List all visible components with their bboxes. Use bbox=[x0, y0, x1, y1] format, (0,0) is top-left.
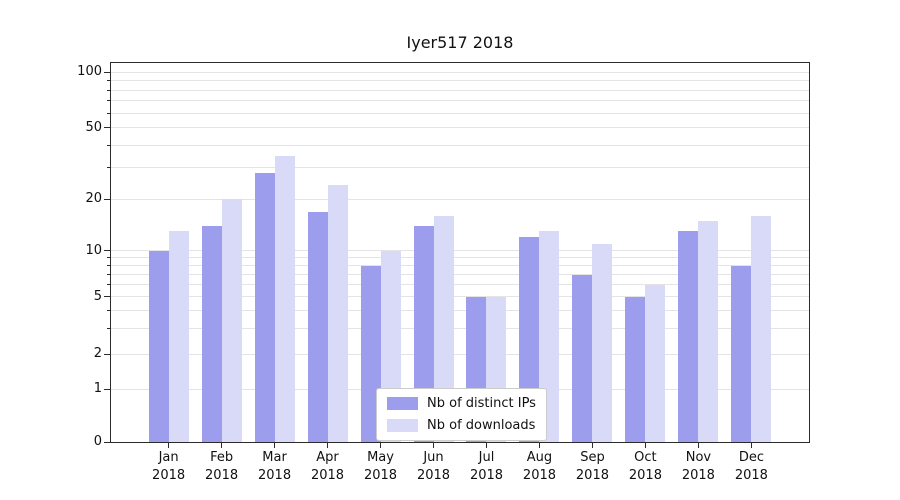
y-tick-2 bbox=[104, 353, 110, 355]
y-tick-0 bbox=[104, 441, 110, 443]
x-tick-nov-2018 bbox=[697, 443, 699, 448]
y-tick-1 bbox=[104, 388, 110, 390]
x-tick-label-apr-2018: Apr 2018 bbox=[310, 450, 345, 483]
bar-nb-of-distinct-ips-apr-2018 bbox=[307, 211, 328, 442]
bar-nb-of-distinct-ips-jan-2018 bbox=[148, 250, 169, 442]
y-minor-tick-90 bbox=[107, 80, 110, 82]
y-minor-tick-60 bbox=[107, 112, 110, 114]
gridline-20 bbox=[111, 198, 809, 200]
gridline-7 bbox=[111, 274, 809, 276]
x-tick-label-feb-2018: Feb 2018 bbox=[205, 450, 239, 483]
y-minor-tick-9 bbox=[107, 257, 110, 259]
y-tick-label-5: 5 bbox=[93, 288, 102, 304]
y-minor-tick-30 bbox=[107, 167, 110, 169]
gridline-50 bbox=[111, 127, 809, 129]
bar-nb-of-distinct-ips-feb-2018 bbox=[201, 225, 222, 442]
legend-item-downloads: Nb of downloads bbox=[387, 418, 536, 433]
x-tick-mar-2018 bbox=[274, 443, 276, 448]
x-tick-dec-2018 bbox=[750, 443, 752, 448]
y-minor-tick-8 bbox=[107, 265, 110, 267]
y-minor-tick-80 bbox=[107, 89, 110, 91]
bar-nb-of-downloads-sep-2018 bbox=[592, 243, 613, 442]
x-tick-jul-2018 bbox=[485, 443, 487, 448]
x-tick-feb-2018 bbox=[221, 443, 223, 448]
gridline-3 bbox=[111, 328, 809, 330]
x-tick-label-jan-2018: Jan 2018 bbox=[152, 450, 186, 483]
bar-nb-of-downloads-oct-2018 bbox=[645, 284, 666, 442]
y-tick-100 bbox=[104, 71, 110, 73]
x-tick-label-aug-2018: Aug 2018 bbox=[522, 450, 557, 483]
y-tick-10 bbox=[104, 250, 110, 252]
y-tick-label-100: 100 bbox=[77, 64, 102, 80]
y-minor-tick-6 bbox=[107, 284, 110, 286]
gridline-80 bbox=[111, 89, 809, 91]
y-minor-tick-4 bbox=[107, 310, 110, 312]
y-tick-20 bbox=[104, 198, 110, 200]
gridline-9 bbox=[111, 257, 809, 259]
bar-nb-of-downloads-jun-2018 bbox=[433, 216, 454, 442]
legend-swatch-downloads bbox=[387, 419, 418, 432]
bar-nb-of-downloads-dec-2018 bbox=[751, 216, 772, 442]
bar-nb-of-downloads-nov-2018 bbox=[698, 220, 719, 442]
gridline-8 bbox=[111, 265, 809, 267]
gridline-90 bbox=[111, 80, 809, 82]
chart-title: Iyer517 2018 bbox=[406, 33, 514, 52]
x-tick-label-jul-2018: Jul 2018 bbox=[469, 450, 504, 483]
x-tick-oct-2018 bbox=[644, 443, 646, 448]
bar-nb-of-distinct-ips-dec-2018 bbox=[731, 265, 752, 442]
y-minor-tick-70 bbox=[107, 100, 110, 102]
y-tick-5 bbox=[104, 296, 110, 298]
y-tick-label-2: 2 bbox=[93, 346, 102, 362]
y-tick-label-10: 10 bbox=[85, 242, 102, 258]
gridline-100 bbox=[111, 71, 809, 73]
y-minor-tick-7 bbox=[107, 274, 110, 276]
legend-label-distinct-ips: Nb of distinct IPs bbox=[427, 396, 536, 411]
bar-nb-of-downloads-feb-2018 bbox=[221, 199, 242, 442]
x-tick-jun-2018 bbox=[433, 443, 434, 448]
gridline-60 bbox=[111, 112, 809, 114]
x-tick-label-dec-2018: Dec 2018 bbox=[734, 450, 768, 483]
bar-nb-of-distinct-ips-jun-2018 bbox=[413, 225, 434, 442]
gridline-2 bbox=[111, 353, 809, 355]
x-tick-label-oct-2018: Oct 2018 bbox=[628, 450, 662, 483]
gridline-5 bbox=[111, 296, 809, 298]
bar-nb-of-downloads-mar-2018 bbox=[274, 155, 295, 442]
bar-nb-of-distinct-ips-oct-2018 bbox=[625, 296, 646, 442]
x-tick-label-may-2018: May 2018 bbox=[363, 450, 398, 483]
x-tick-label-nov-2018: Nov 2018 bbox=[681, 450, 715, 483]
x-tick-aug-2018 bbox=[538, 443, 540, 448]
y-minor-tick-3 bbox=[107, 328, 110, 330]
bar-nb-of-distinct-ips-may-2018 bbox=[360, 265, 381, 442]
y-tick-label-50: 50 bbox=[85, 119, 102, 135]
x-tick-label-jun-2018: Jun 2018 bbox=[416, 450, 451, 483]
bar-nb-of-downloads-jan-2018 bbox=[168, 231, 189, 442]
x-tick-apr-2018 bbox=[327, 443, 329, 448]
gridline-4 bbox=[111, 310, 809, 312]
y-tick-label-1: 1 bbox=[93, 381, 102, 397]
x-tick-label-sep-2018: Sep 2018 bbox=[575, 450, 609, 483]
legend-label-downloads: Nb of downloads bbox=[427, 418, 536, 433]
gridline-10 bbox=[111, 250, 809, 252]
gridline-6 bbox=[111, 284, 809, 286]
y-tick-label-0: 0 bbox=[93, 434, 102, 449]
legend-item-distinct-ips: Nb of distinct IPs bbox=[387, 396, 536, 411]
y-minor-tick-40 bbox=[107, 144, 110, 146]
x-tick-may-2018 bbox=[380, 443, 382, 448]
bar-nb-of-distinct-ips-mar-2018 bbox=[254, 173, 275, 442]
x-tick-jan-2018 bbox=[168, 443, 170, 448]
legend-swatch-distinct-ips bbox=[387, 397, 418, 410]
gridline-30 bbox=[111, 167, 809, 169]
bar-nb-of-distinct-ips-nov-2018 bbox=[678, 231, 699, 442]
y-tick-label-20: 20 bbox=[85, 191, 102, 207]
legend: Nb of distinct IPs Nb of downloads bbox=[376, 388, 547, 441]
bar-nb-of-distinct-ips-sep-2018 bbox=[572, 274, 593, 442]
y-tick-50 bbox=[104, 127, 110, 129]
gridline-40 bbox=[111, 144, 809, 146]
bar-nb-of-downloads-apr-2018 bbox=[327, 185, 348, 442]
gridline-70 bbox=[111, 100, 809, 102]
x-tick-sep-2018 bbox=[591, 443, 593, 448]
plot-area bbox=[110, 62, 810, 443]
x-tick-label-mar-2018: Mar 2018 bbox=[258, 450, 292, 483]
